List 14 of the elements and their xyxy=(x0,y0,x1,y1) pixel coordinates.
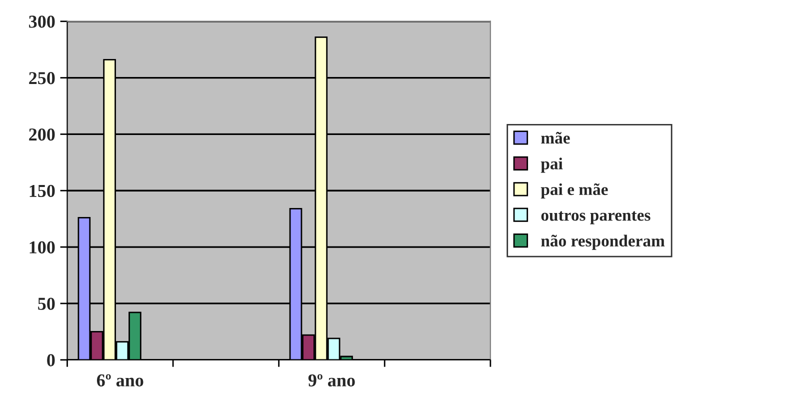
legend-label: pai e mãe xyxy=(540,183,608,198)
y-tick-label: 250 xyxy=(29,72,55,84)
x-tick-label: 6º ano xyxy=(96,374,144,386)
y-tick-label: 200 xyxy=(29,128,55,141)
legend-label: outros parentes xyxy=(541,211,650,224)
x-tick-label: 9º ano xyxy=(308,374,355,386)
legend-label: não responderam xyxy=(541,234,665,250)
legend-label: pai xyxy=(540,158,563,173)
y-tick-label: 0 xyxy=(47,354,55,366)
y-tick-label: 300 xyxy=(29,16,55,28)
legend-label: mãe xyxy=(541,132,570,144)
y-tick-label: 50 xyxy=(38,298,55,310)
y-tick-label: 150 xyxy=(30,184,55,198)
y-tick-label: 100 xyxy=(30,241,55,254)
